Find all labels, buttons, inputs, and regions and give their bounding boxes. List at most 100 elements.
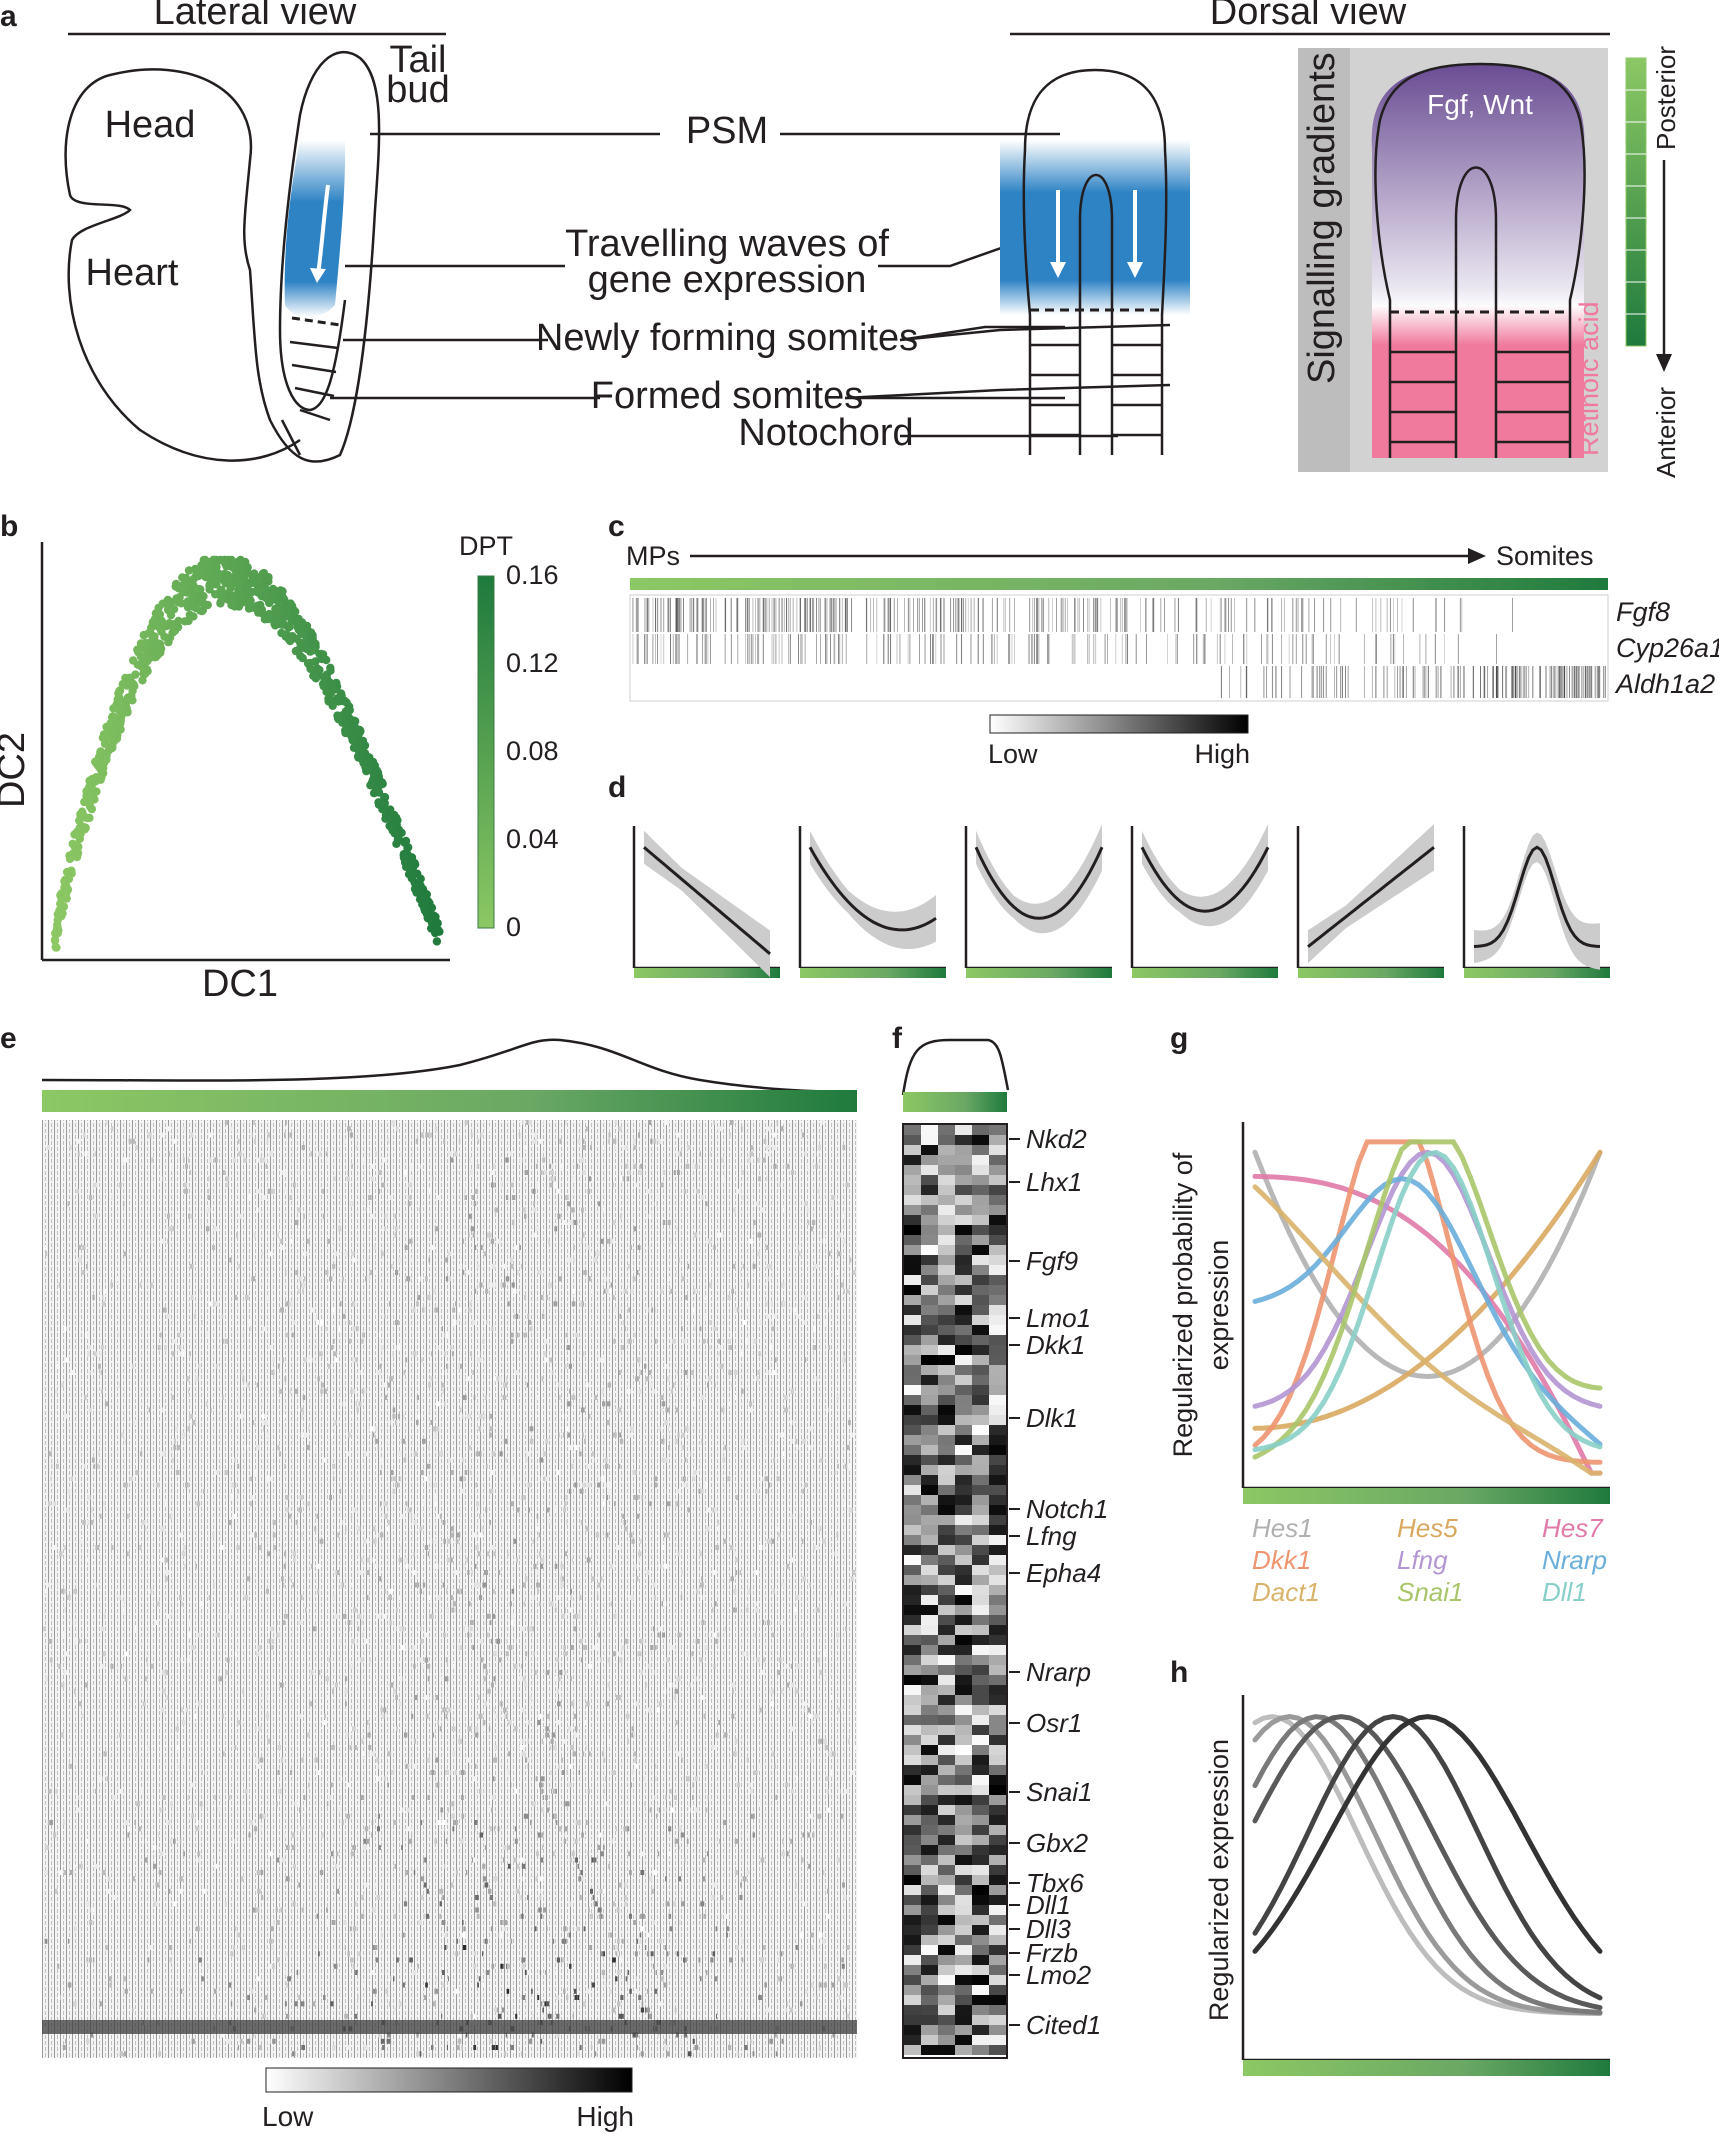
heat-cell bbox=[825, 1776, 829, 1782]
heat-cell bbox=[111, 1126, 114, 1132]
heat-cell bbox=[229, 1257, 232, 1263]
heat-cell bbox=[260, 1826, 262, 1832]
f-cell bbox=[989, 1415, 1006, 1425]
heat-cell bbox=[145, 1676, 147, 1682]
heat-cell bbox=[570, 1645, 574, 1650]
heat-cell bbox=[818, 1738, 822, 1744]
heat-cell bbox=[557, 1676, 561, 1682]
heat-cell bbox=[78, 1638, 81, 1644]
heat-cell bbox=[699, 1326, 702, 1332]
heat-cell bbox=[409, 1513, 411, 1519]
heat-cell bbox=[188, 1388, 190, 1394]
heat-cell bbox=[68, 1763, 72, 1769]
heat-cell bbox=[101, 1870, 106, 1875]
heat-cell bbox=[707, 1632, 709, 1638]
heat-cell bbox=[358, 1401, 362, 1407]
heat-cell bbox=[488, 1807, 491, 1813]
heat-cell bbox=[522, 1207, 527, 1213]
heat-cell bbox=[658, 1807, 661, 1813]
heat-cell bbox=[647, 1188, 651, 1194]
heat-cell bbox=[458, 1645, 463, 1650]
heat-cell bbox=[185, 1163, 188, 1169]
heat-cell bbox=[612, 1295, 615, 1300]
heat-cell bbox=[778, 1532, 781, 1538]
d-pseudotime-bar bbox=[1298, 968, 1444, 978]
heat-cell bbox=[426, 1463, 431, 1469]
heat-cell bbox=[368, 1276, 371, 1282]
heat-cell bbox=[720, 1345, 724, 1350]
heat-cell bbox=[434, 1126, 438, 1132]
heat-cell bbox=[540, 1563, 543, 1569]
heat-cell bbox=[474, 1776, 477, 1782]
heat-cell bbox=[802, 1707, 805, 1713]
heat-cell bbox=[215, 1632, 220, 1638]
heat-cell bbox=[174, 1138, 177, 1144]
scatter-point bbox=[431, 912, 440, 922]
heat-cell bbox=[208, 1595, 211, 1600]
heat-cell bbox=[389, 1682, 394, 1688]
lateral-somite-2 bbox=[291, 363, 337, 374]
heat-cell bbox=[460, 1770, 465, 1775]
heat-cell bbox=[347, 1782, 350, 1788]
heat-cell bbox=[793, 1607, 798, 1613]
heat-cell bbox=[425, 1276, 428, 1282]
heat-cell bbox=[257, 1888, 261, 1894]
heat-cell bbox=[847, 1507, 849, 1513]
scatter-point bbox=[115, 686, 125, 695]
heat-cell bbox=[338, 1326, 341, 1332]
heat-cell bbox=[462, 1395, 467, 1400]
heat-cell bbox=[568, 1363, 572, 1369]
heat-cell bbox=[342, 1520, 344, 1525]
heat-cell bbox=[625, 1826, 630, 1832]
heat-cell bbox=[397, 1257, 401, 1263]
heat-cell bbox=[623, 1145, 628, 1150]
d-trend-line bbox=[643, 846, 771, 955]
heat-cell bbox=[99, 1513, 102, 1519]
heat-cell bbox=[191, 1782, 193, 1788]
heat-cell bbox=[792, 1438, 794, 1444]
f-cell bbox=[989, 1235, 1006, 1245]
heat-cell bbox=[469, 1601, 471, 1607]
f-cell bbox=[921, 1185, 938, 1195]
f-cell bbox=[955, 1245, 972, 1255]
heat-cell bbox=[63, 1326, 67, 1332]
heat-cell bbox=[132, 1420, 137, 1425]
heat-cell bbox=[504, 1713, 506, 1719]
heat-cell bbox=[480, 1245, 483, 1250]
heat-cell bbox=[660, 1438, 665, 1444]
lateral-somite-5 bbox=[280, 419, 302, 456]
heat-cell bbox=[314, 1526, 316, 1532]
heat-cell bbox=[474, 1726, 479, 1732]
heat-cell bbox=[736, 1495, 738, 1500]
heat-cell bbox=[791, 1682, 795, 1688]
heat-cell bbox=[424, 1857, 427, 1863]
heat-cell bbox=[749, 1401, 753, 1407]
heat-cell bbox=[513, 1538, 517, 1544]
heat-cell bbox=[257, 1645, 261, 1650]
heat-cell bbox=[756, 1657, 759, 1663]
heat-cell bbox=[473, 2045, 477, 2050]
heat-cell bbox=[284, 1132, 286, 1138]
heat-cell bbox=[543, 1738, 547, 1744]
heat-cell bbox=[293, 1320, 296, 1325]
heat-cell bbox=[487, 1613, 491, 1619]
heat-cell bbox=[480, 1657, 483, 1663]
signalling-label: Signalling gradients bbox=[1301, 52, 1343, 384]
heat-cell bbox=[327, 1238, 331, 1244]
scatter-point bbox=[227, 598, 237, 608]
heat-cell bbox=[123, 1157, 127, 1163]
heat-cell bbox=[182, 1351, 185, 1357]
heat-cell bbox=[539, 1970, 542, 1975]
heat-cell bbox=[356, 1407, 359, 1413]
heat-cell bbox=[173, 1445, 177, 1450]
heat-cell bbox=[183, 1126, 186, 1132]
heat-cell bbox=[491, 1326, 494, 1332]
heat-cell bbox=[630, 1426, 635, 1432]
heat-cell bbox=[477, 1138, 480, 1144]
heat-cell bbox=[628, 1170, 631, 1175]
heat-cell bbox=[79, 1538, 83, 1544]
heat-cell bbox=[810, 1426, 813, 1432]
heat-cell bbox=[67, 1488, 71, 1494]
heat-cell bbox=[846, 1445, 850, 1450]
heat-cell bbox=[457, 1170, 459, 1175]
